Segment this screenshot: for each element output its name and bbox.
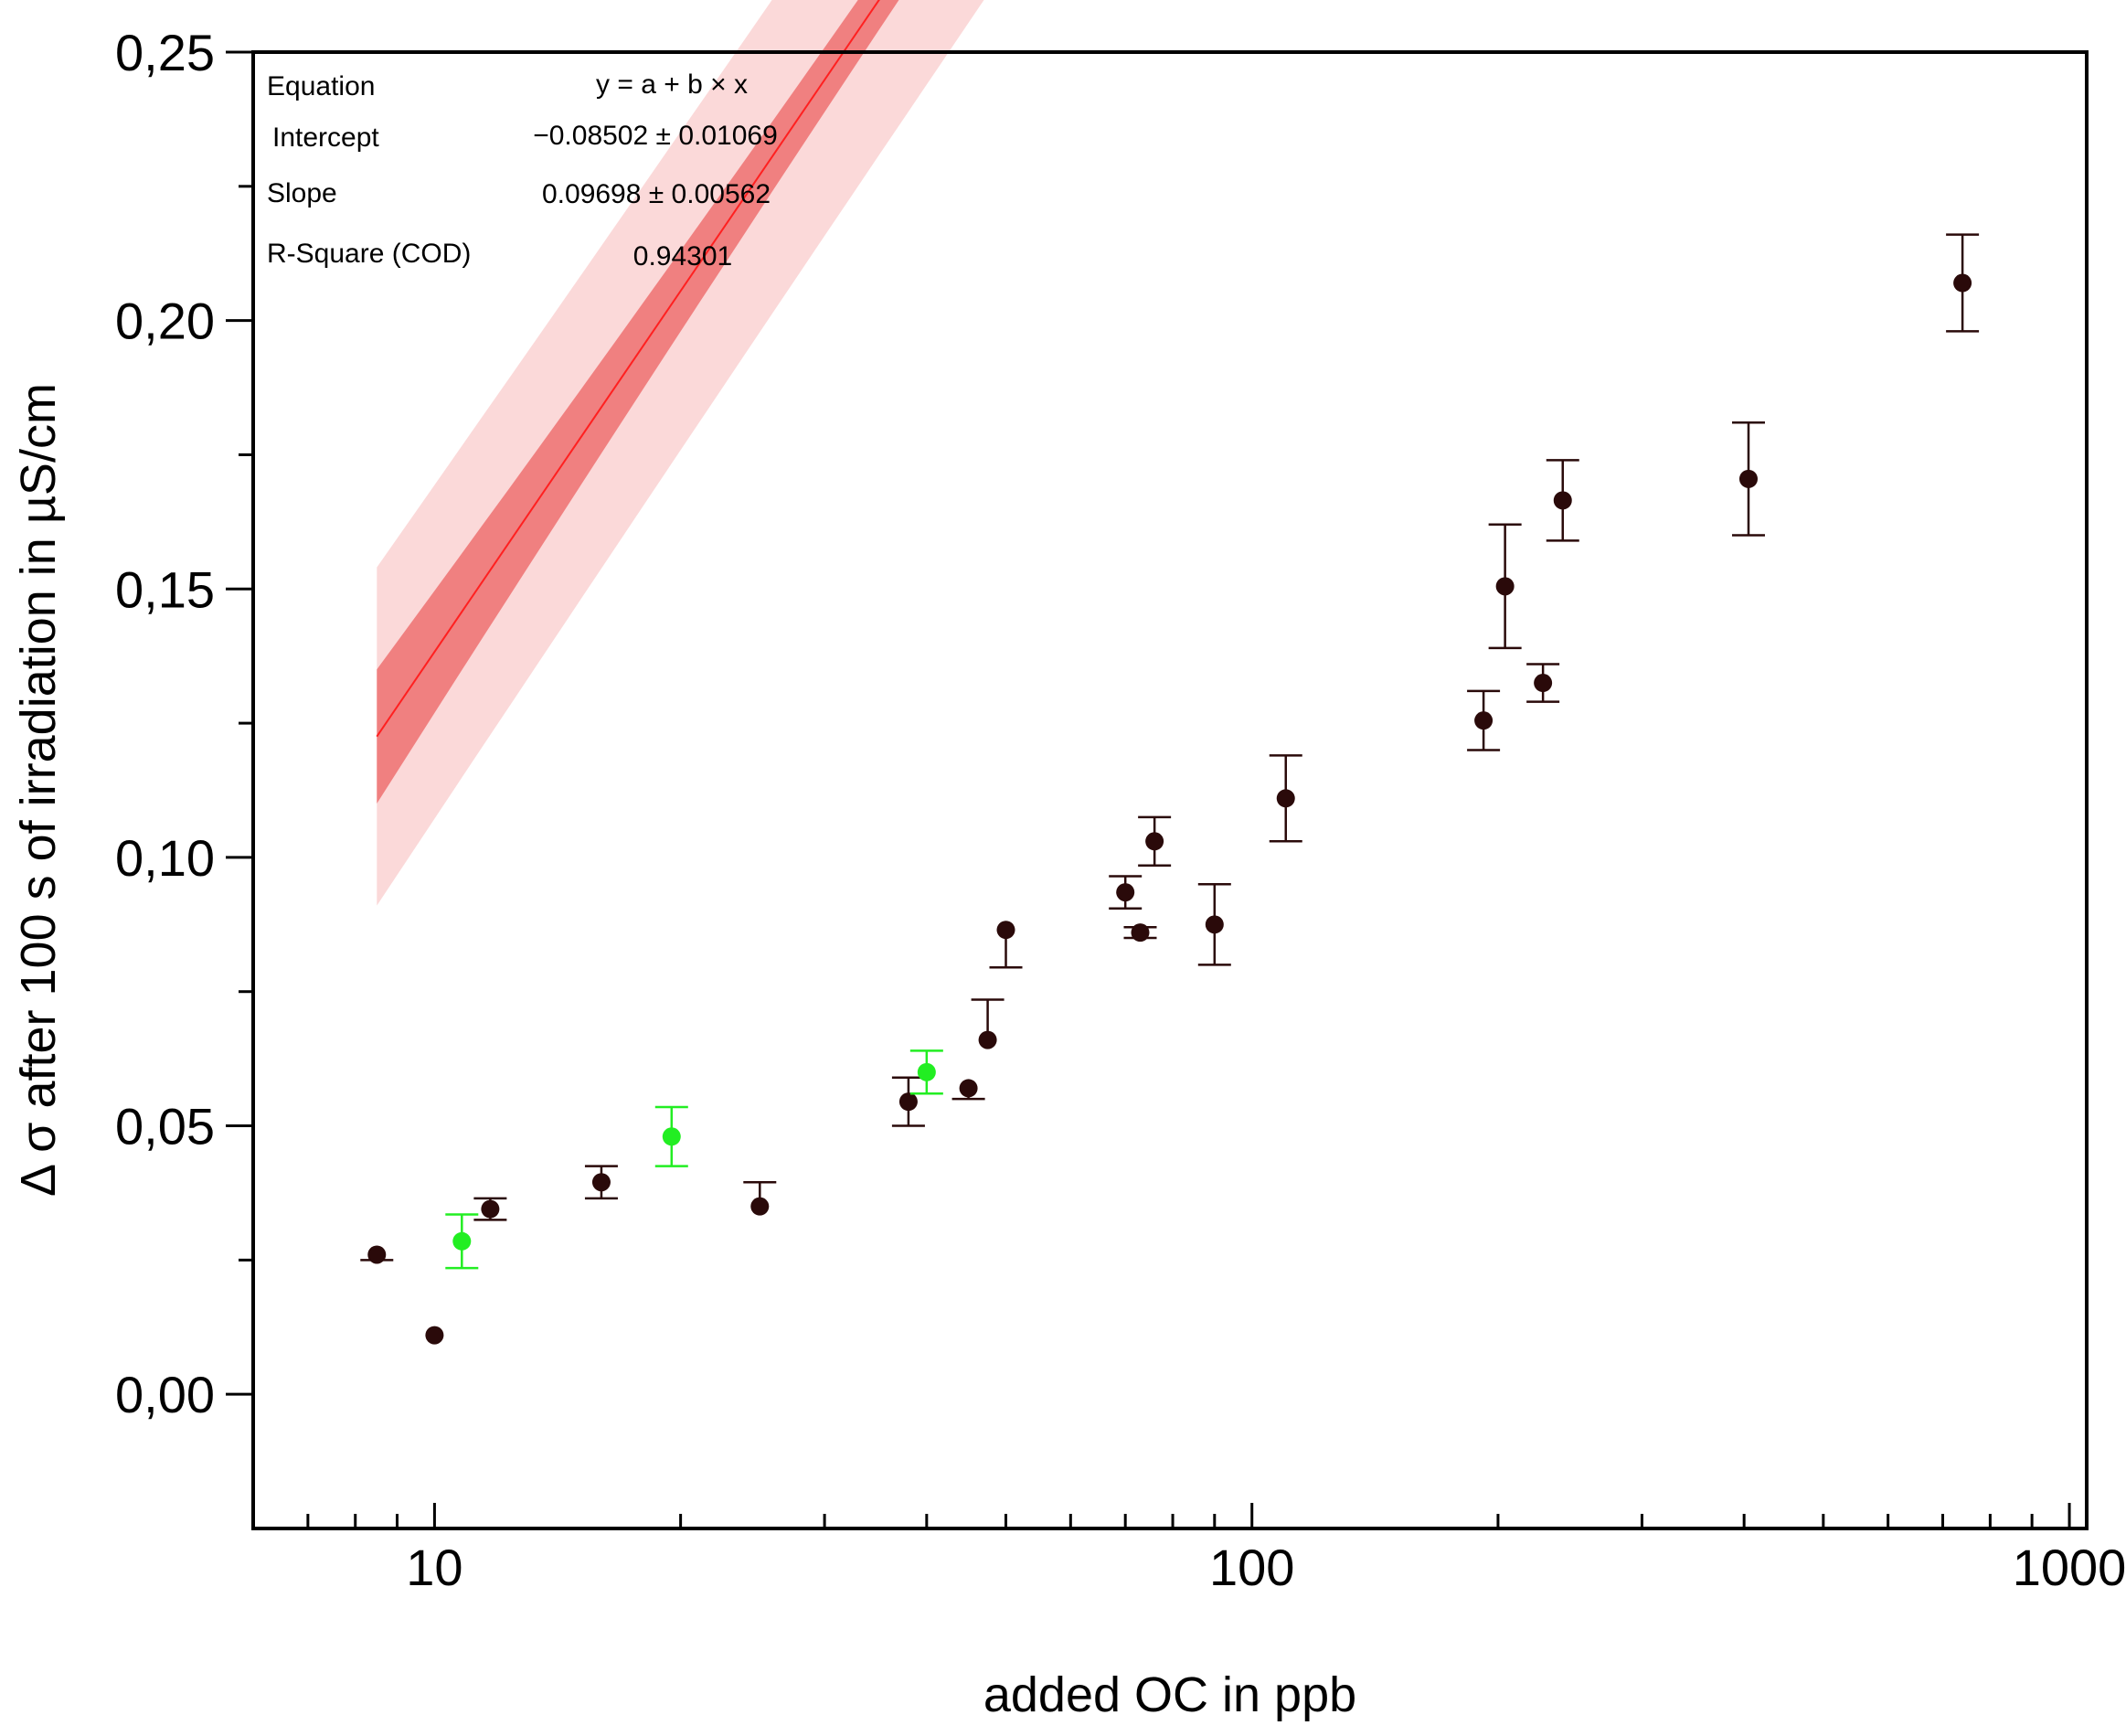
data-point: [425, 1326, 444, 1345]
prediction-band: [377, 0, 984, 906]
data-point: [584, 1165, 618, 1200]
data-point: [473, 1197, 507, 1221]
fit-line-layer: [376, 0, 880, 738]
data-marker: [1738, 469, 1758, 488]
stats-rsquare-label: R-Square (COD): [267, 239, 471, 269]
fit-bands: [377, 0, 984, 906]
stats-equation-value: y = a + b × x: [596, 69, 748, 100]
data-point: [654, 1105, 688, 1167]
stats-slope-label: Slope: [267, 178, 337, 208]
y-axis-title: Δ σ after 100 s of irradiation in µS/cm: [11, 383, 66, 1197]
data-marker: [1116, 883, 1135, 902]
y-tick-label: 0,15: [115, 560, 215, 618]
fit-statistics-table: Equation y = a + b × x Intercept −0.0850…: [267, 69, 778, 272]
data-point: [1123, 923, 1157, 943]
x-axis-title: added OC in ppb: [983, 1667, 1356, 1722]
x-tick-label: 1000: [2013, 1539, 2126, 1596]
x-tick-label: 10: [406, 1539, 462, 1596]
data-point: [951, 1079, 985, 1101]
plot-frame: [251, 50, 2089, 1530]
x-tick-label: 100: [1209, 1539, 1294, 1596]
data-point: [1467, 689, 1501, 751]
data-point: [743, 1180, 777, 1216]
data-point: [1488, 523, 1522, 650]
data-marker: [1534, 674, 1553, 693]
data-point: [1546, 459, 1579, 542]
data-point: [971, 998, 1005, 1049]
data-marker: [591, 1173, 611, 1192]
data-marker: [959, 1079, 978, 1098]
data-marker: [1276, 789, 1295, 808]
data-marker: [1205, 915, 1224, 934]
stats-rsquare-value: 0.94301: [633, 241, 732, 272]
data-point: [1138, 815, 1172, 867]
y-tick-label: 0,20: [115, 293, 215, 350]
data-marker: [917, 1062, 936, 1081]
data-marker: [898, 1092, 918, 1112]
fit-line: [376, 0, 880, 738]
data-marker: [452, 1231, 472, 1251]
data-marker: [1553, 491, 1572, 510]
data-point: [891, 1076, 925, 1127]
data-marker: [996, 921, 1015, 940]
stats-equation-label: Equation: [267, 71, 375, 101]
x-axis: 10 100 1000: [251, 1503, 2126, 1596]
data-marker: [662, 1127, 681, 1146]
y-tick-label: 0,00: [115, 1366, 215, 1423]
data-marker: [750, 1197, 770, 1216]
data-marker: [481, 1199, 500, 1219]
stats-intercept-label: Intercept: [272, 122, 379, 153]
data-point: [1526, 663, 1560, 703]
data-marker: [978, 1030, 997, 1049]
stats-slope-value: 0.09698 ± 0.00562: [542, 179, 771, 209]
data-point: [1269, 754, 1302, 843]
y-tick-label: 0,25: [115, 24, 215, 81]
data-marker: [425, 1326, 444, 1345]
data-marker: [1131, 923, 1150, 943]
data-marker: [1495, 577, 1515, 596]
y-tick-label: 0,10: [115, 829, 215, 887]
data-point: [360, 1245, 394, 1264]
data-point: [1731, 421, 1765, 537]
stats-intercept-value: −0.08502 ± 0.01069: [533, 121, 778, 151]
data-marker: [1145, 832, 1164, 851]
data-point: [1197, 883, 1231, 966]
data-point: [445, 1213, 479, 1270]
data-point: [989, 921, 1023, 969]
data-point: [1946, 233, 1980, 333]
data-point: [1109, 875, 1143, 910]
data-marker: [1953, 273, 1972, 293]
data-marker: [367, 1245, 387, 1264]
data-points: [360, 233, 1980, 1345]
data-marker: [1474, 711, 1494, 730]
y-axis: 0,00 0,05 0,10 0,15 0,20 0,25: [115, 24, 253, 1423]
data-point: [909, 1049, 943, 1095]
y-tick-label: 0,05: [115, 1098, 215, 1156]
